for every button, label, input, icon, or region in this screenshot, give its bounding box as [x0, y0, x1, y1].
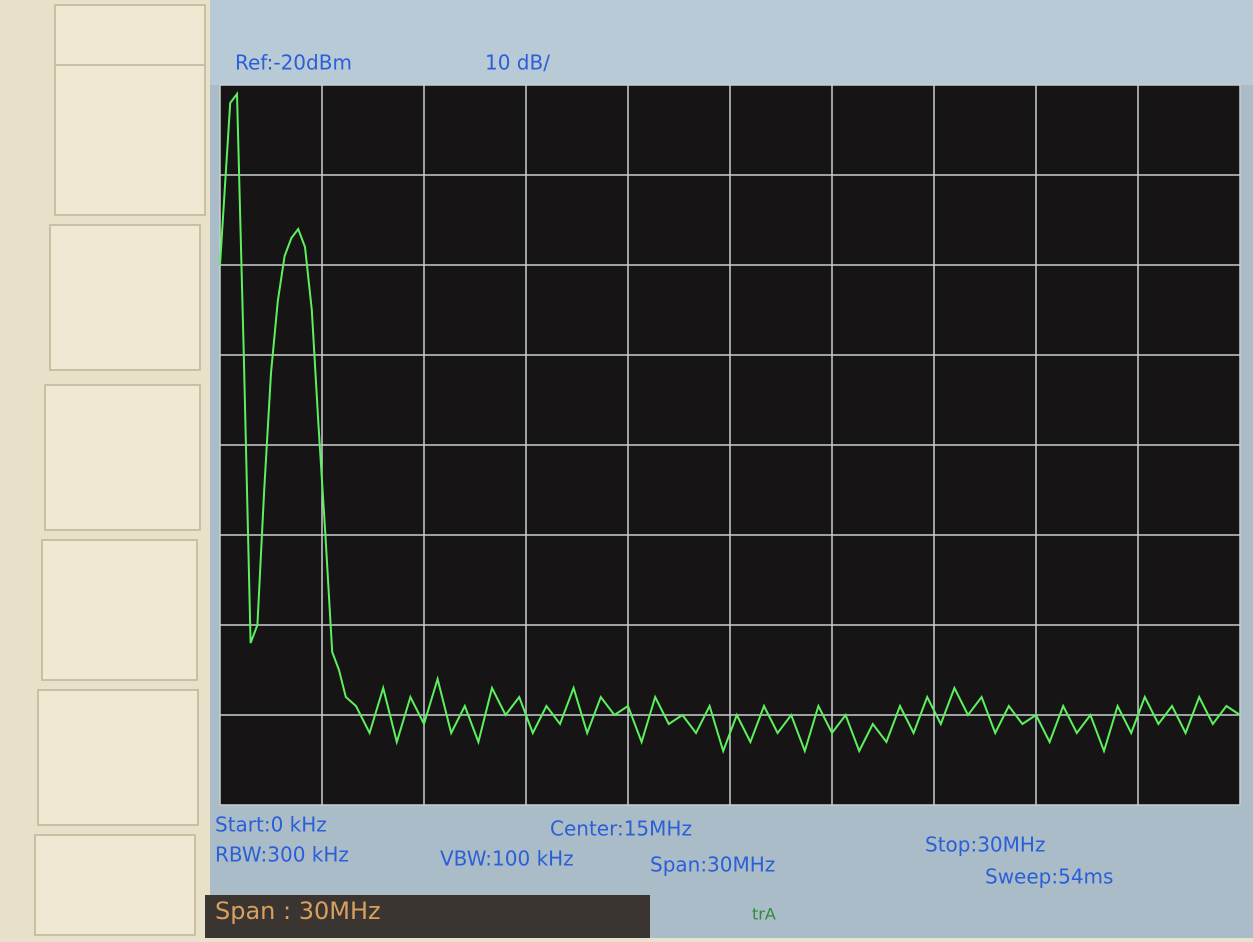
sweep: Sweep:54ms — [985, 865, 1113, 889]
side-buttons — [35, 5, 205, 935]
status-text: Span : 30MHz — [215, 897, 381, 925]
span: Span:30MHz — [650, 853, 775, 877]
scale: 10 dB/ — [485, 51, 550, 75]
rbw: RBW:300 kHz — [215, 843, 349, 867]
spectrum-analyzer: Ref:-20dBm 10 dB/ Start:0 kHz RBW:300 kH… — [0, 0, 1253, 938]
header-band — [210, 0, 1253, 85]
start: Start:0 kHz — [215, 813, 327, 837]
center: Center:15MHz — [550, 817, 692, 841]
vbw: VBW:100 kHz — [440, 847, 574, 871]
trace-indicator: trA — [752, 905, 776, 924]
stop: Stop:30MHz — [925, 833, 1045, 857]
ref-level: Ref:-20dBm — [235, 51, 352, 75]
